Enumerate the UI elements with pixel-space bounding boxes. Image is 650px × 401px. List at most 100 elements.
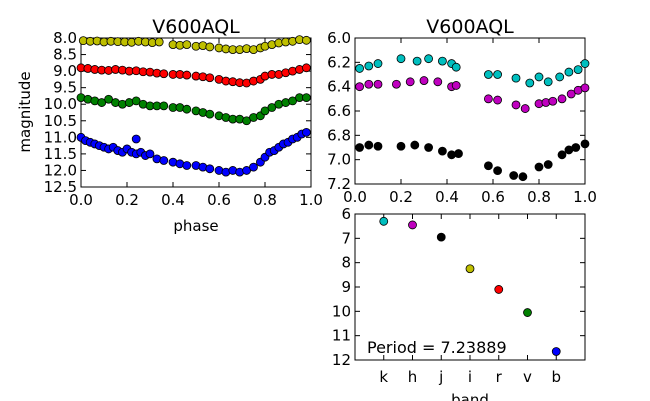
left-series-3-point — [182, 161, 192, 170]
right-series-1-point — [548, 96, 558, 106]
right-series-0-point — [483, 70, 493, 79]
left-series-2-point — [182, 104, 192, 114]
left-y-tick-label: 11.0 — [44, 128, 77, 146]
right-series-0-point — [451, 62, 461, 72]
left-series-2-point — [104, 94, 113, 104]
right-series-0-point — [534, 72, 544, 82]
band-point-i — [465, 264, 475, 274]
left-x-tick-label: 1.0 — [299, 191, 323, 209]
left-y-tick-label: 11.5 — [44, 145, 77, 163]
right-series-0-point — [396, 54, 406, 64]
right-series-0-point — [493, 70, 503, 79]
panel-phase-curve-right: V600AQL 0.0 0.2 0.4 0.6 0.8 1.0 6.0 6.2 6.4 6.6 6.… — [327, 16, 597, 206]
right-series-0-point — [525, 78, 535, 88]
band-y-tick-label: 12 — [332, 351, 351, 369]
left-series-3-point — [249, 162, 258, 172]
left-plot-area: 0.0 0.2 0.4 0.6 0.8 1.08.08.59.09.510.010.511… — [44, 29, 323, 209]
right-series-2-point — [518, 172, 528, 182]
left-series-1-point — [301, 63, 311, 73]
left-y-tick-label: 10.5 — [44, 112, 77, 130]
left-series-3-point — [159, 156, 169, 165]
left-axes-frame — [80, 37, 312, 188]
left-series-0-point — [182, 40, 192, 50]
band-x-tick-label: b — [551, 368, 561, 386]
left-y-tick-label: 10.0 — [44, 95, 77, 113]
band-x-tick-label: j — [438, 368, 443, 386]
right-y-tick-label: 6.0 — [327, 29, 351, 47]
right-series-0-point — [580, 59, 590, 68]
left-series-2-point — [288, 96, 298, 106]
left-y-tick-label: 8.0 — [53, 29, 77, 47]
right-series-1-point — [373, 79, 383, 89]
left-y-tick-label: 12.5 — [44, 178, 77, 196]
right-series-1-point — [557, 94, 567, 104]
band-x-axis-label: band — [451, 391, 489, 401]
right-series-1-point — [451, 81, 461, 90]
right-series-2-point — [571, 143, 581, 152]
right-y-tick-label: 7.2 — [327, 175, 351, 193]
left-series-3-point — [205, 164, 215, 174]
left-series-1-point — [159, 69, 169, 79]
left-outlier-point — [131, 134, 141, 144]
right-series-2-point — [454, 149, 463, 158]
left-x-tick-label: 0.2 — [115, 191, 139, 209]
right-series-2-point — [534, 162, 544, 172]
left-series-0-point — [205, 42, 215, 52]
right-series-2-point — [509, 171, 519, 180]
right-series-2-point — [543, 160, 553, 169]
band-x-tick-label: h — [408, 368, 418, 386]
left-series-0-point — [301, 35, 311, 45]
right-series-1-point — [483, 94, 493, 104]
left-series-2-point — [267, 103, 277, 112]
right-series-2-point — [424, 143, 434, 152]
left-series-2-point — [260, 106, 270, 116]
band-y-tick-label: 7 — [341, 229, 351, 247]
right-series-0-point — [564, 67, 574, 77]
right-series-1-point — [520, 104, 530, 113]
right-x-tick-label: 1.0 — [573, 188, 597, 206]
right-series-2-point — [557, 150, 567, 160]
right-plot-area: 0.0 0.2 0.4 0.6 0.8 1.0 6.0 6.2 6.4 6.6 6.8 7.0 7.2 — [327, 29, 597, 206]
panel-phase-curve-left: V600AQL 0.0 0.2 0.4 0.6 0.8 1.08.08.59.09.510… — [16, 16, 323, 235]
right-series-0-point — [555, 72, 565, 82]
right-series-1-point — [580, 83, 590, 93]
left-series-3-point — [301, 127, 311, 137]
right-series-2-point — [437, 146, 447, 156]
right-series-0-point — [373, 59, 383, 68]
right-series-0-point — [437, 56, 447, 66]
right-series-2-point — [493, 166, 503, 176]
left-series-2-point — [242, 116, 252, 126]
right-x-tick-label: 0.6 — [481, 188, 505, 206]
right-series-1-point — [405, 77, 415, 87]
band-point-h — [408, 220, 417, 230]
right-series-1-point — [419, 76, 429, 85]
left-series-2-point — [131, 96, 141, 106]
right-series-0-point — [543, 77, 553, 87]
left-chart-title: V600AQL — [152, 16, 240, 38]
period-annotation: Period = 7.23889 — [367, 338, 507, 357]
right-series-0-point — [364, 61, 374, 71]
band-y-tick-label: 9 — [341, 278, 351, 296]
band-y-tick-label: 8 — [341, 254, 351, 272]
left-y-tick-label: 9.0 — [53, 62, 77, 80]
band-plot-area: k h j i r v b 6 7 8 9 10 11 12 — [332, 205, 586, 386]
right-series-2-point — [483, 161, 493, 171]
band-point-k — [379, 216, 389, 226]
band-point-b — [551, 347, 561, 356]
left-x-axis-label: phase — [173, 217, 218, 235]
right-series-2-point — [410, 140, 420, 150]
left-series-1-point — [182, 70, 192, 80]
left-x-tick-label: 0.4 — [161, 191, 185, 209]
right-series-1-point — [355, 82, 365, 92]
band-x-tick-label: r — [496, 368, 503, 386]
right-series-1-point — [511, 100, 521, 110]
band-y-tick-label: 10 — [332, 302, 351, 320]
left-series-3-point — [145, 149, 155, 159]
left-series-1-point — [205, 73, 215, 83]
band-x-tick-label: v — [523, 368, 532, 386]
left-x-tick-label: 0.8 — [253, 191, 277, 209]
right-series-0-point — [511, 73, 521, 83]
right-series-2-point — [373, 141, 383, 151]
right-series-0-point — [573, 65, 583, 75]
